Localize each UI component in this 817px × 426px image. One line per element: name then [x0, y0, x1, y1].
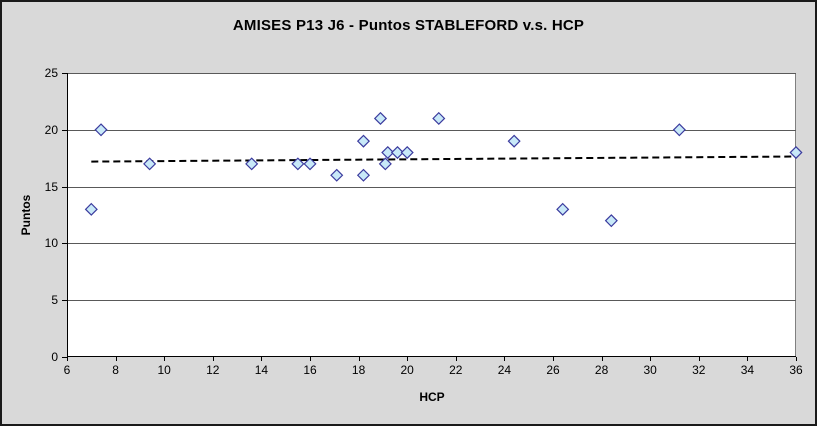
data-point-marker — [432, 111, 446, 125]
x-tick-label-30: 30 — [643, 363, 657, 377]
data-point-marker — [143, 157, 157, 171]
chart-title: AMISES P13 J6 - Puntos STABLEFORD v.s. H… — [232, 17, 585, 34]
data-point-marker — [84, 202, 98, 216]
x-tick-label-34: 34 — [740, 363, 755, 377]
data-point-marker — [604, 214, 618, 228]
y-tick-label-15: 15 — [44, 179, 58, 194]
x-tick-label-24: 24 — [497, 363, 512, 377]
x-tick-label-18: 18 — [351, 363, 366, 377]
data-point-marker — [373, 111, 388, 125]
data-point-marker — [303, 157, 317, 171]
plot-border — [67, 73, 796, 357]
x-tick-label-36: 36 — [789, 363, 803, 377]
data-point-marker — [507, 134, 521, 148]
y-tick-label-10: 10 — [44, 236, 58, 251]
y-axis-tick-labels: 0 5 10 15 20 25 — [2, 66, 58, 364]
plot-svg — [62, 73, 803, 361]
data-point-marker — [789, 145, 803, 160]
data-point-marker — [556, 202, 570, 216]
x-tick-label-26: 26 — [546, 363, 560, 377]
x-tick-label-14: 14 — [254, 363, 269, 377]
y-tick-label-5: 5 — [51, 293, 58, 308]
data-point-marker — [291, 157, 305, 171]
y-tick-label-20: 20 — [44, 122, 58, 137]
y-tick-label-25: 25 — [44, 66, 58, 80]
x-tick-label-10: 10 — [157, 363, 171, 377]
x-tick-label-6: 6 — [63, 363, 71, 377]
data-point-marker — [378, 157, 392, 171]
data-point-marker — [330, 168, 344, 182]
x-tick-label-8: 8 — [112, 363, 119, 377]
plot-area — [62, 73, 803, 361]
x-tick-label-28: 28 — [594, 363, 609, 377]
x-tick-label-16: 16 — [303, 363, 317, 377]
x-tick-label-12: 12 — [206, 363, 220, 377]
data-point-marker — [94, 123, 108, 137]
x-tick-label-20: 20 — [400, 363, 414, 377]
data-point-marker — [390, 145, 405, 160]
data-point-marker — [245, 157, 259, 171]
data-point-marker — [400, 145, 414, 160]
trendline — [91, 155, 797, 163]
x-axis-tick-labels: 6 8 10 12 14 16 18 20 22 24 26 28 30 32 34 36 — [63, 363, 803, 379]
data-point-marker — [356, 168, 371, 182]
data-point-marker — [672, 123, 686, 137]
data-point-marker — [356, 134, 371, 148]
data-point-marker — [381, 145, 395, 160]
x-tick-label-32: 32 — [692, 363, 706, 377]
y-tick-label-0: 0 — [51, 350, 58, 364]
x-axis-title: HCP — [419, 390, 445, 404]
x-tick-label-22: 22 — [449, 363, 463, 377]
